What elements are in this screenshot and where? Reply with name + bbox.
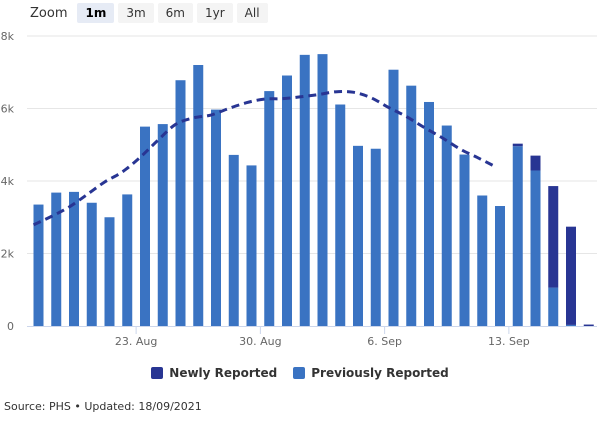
x-tick-label: 6. Sep <box>367 335 402 348</box>
zoom-3m-button[interactable]: 3m <box>118 3 154 23</box>
bar-previously-reported[interactable] <box>51 192 62 326</box>
bar-previously-reported[interactable] <box>264 91 275 326</box>
zoom-1m-button[interactable]: 1m <box>77 3 115 23</box>
y-tick-label: 4k <box>1 175 15 188</box>
chart: 0 2k 4k 6k 8k 23. Aug 30. Aug 6. Sep 13. Sep <box>1 30 597 348</box>
bar-previously-reported[interactable] <box>512 146 523 326</box>
legend-label-previously-reported: Previously Reported <box>311 366 449 380</box>
bar-previously-reported[interactable] <box>193 65 204 326</box>
x-tick-label: 30. Aug <box>239 335 281 348</box>
legend-label-newly-reported: Newly Reported <box>169 366 278 380</box>
zoom-label: Zoom <box>30 5 68 21</box>
bar-previously-reported[interactable] <box>175 80 186 326</box>
x-tick-label: 13. Sep <box>488 335 530 348</box>
bar-previously-reported[interactable] <box>477 195 488 327</box>
legend-item-previously-reported[interactable]: Previously Reported <box>293 366 449 380</box>
trend-path <box>32 89 496 227</box>
zoom-1yr-button[interactable]: 1yr <box>197 3 233 23</box>
zoom-all-button[interactable]: All <box>236 3 268 23</box>
bar-previously-reported[interactable] <box>157 124 168 327</box>
bar-previously-reported[interactable] <box>530 170 541 326</box>
bar-newly-reported[interactable] <box>548 186 559 288</box>
bar-previously-reported[interactable] <box>335 104 346 326</box>
y-tick-label: 0 <box>7 320 14 333</box>
bar-previously-reported[interactable] <box>459 154 470 326</box>
bar-previously-reported[interactable] <box>548 287 559 326</box>
zoom-bar: Zoom 1m 3m 6m 1yr All <box>30 2 268 24</box>
bar-previously-reported[interactable] <box>388 69 399 327</box>
bar-previously-reported[interactable] <box>566 324 576 326</box>
bar-previously-reported[interactable] <box>246 165 257 326</box>
y-tick-label: 2k <box>1 248 15 261</box>
source-text: Source: PHS • Updated: 18/09/2021 <box>4 400 202 413</box>
bar-previously-reported[interactable] <box>104 217 115 326</box>
bar-previously-reported[interactable] <box>86 202 97 326</box>
x-tick-label: 23. Aug <box>115 335 157 348</box>
bar-previously-reported[interactable] <box>122 194 133 326</box>
bar-previously-reported[interactable] <box>282 75 292 326</box>
bar-previously-reported[interactable] <box>140 126 150 326</box>
legend-swatch-newly-reported <box>151 367 164 379</box>
bar-previously-reported[interactable] <box>495 206 505 326</box>
trend-line <box>32 89 496 227</box>
bar-previously-reported[interactable] <box>69 191 79 326</box>
bars <box>33 54 594 327</box>
bar-previously-reported[interactable] <box>228 154 239 326</box>
bar-newly-reported[interactable] <box>512 143 523 147</box>
bar-previously-reported[interactable] <box>406 85 417 326</box>
bar-newly-reported[interactable] <box>530 155 541 171</box>
legend-item-newly-reported[interactable]: Newly Reported <box>151 366 277 380</box>
bar-previously-reported[interactable] <box>211 109 221 327</box>
bar-previously-reported[interactable] <box>33 204 44 326</box>
y-tick-label: 8k <box>1 30 15 43</box>
bar-previously-reported[interactable] <box>317 54 328 326</box>
bar-previously-reported[interactable] <box>353 145 363 326</box>
legend-swatch-previously-reported <box>293 367 306 379</box>
bar-previously-reported[interactable] <box>441 125 452 326</box>
axes: 0 2k 4k 6k 8k 23. Aug 30. Aug 6. Sep 13. Sep <box>1 30 597 348</box>
bar-newly-reported[interactable] <box>566 226 576 325</box>
zoom-6m-button[interactable]: 6m <box>157 3 193 23</box>
bar-previously-reported[interactable] <box>370 148 381 326</box>
bar-previously-reported[interactable] <box>299 54 310 326</box>
legend: Newly Reported Previously Reported <box>0 366 600 380</box>
y-tick-label: 6k <box>1 103 15 116</box>
bar-previously-reported[interactable] <box>424 101 434 326</box>
bar-newly-reported[interactable] <box>583 324 594 326</box>
